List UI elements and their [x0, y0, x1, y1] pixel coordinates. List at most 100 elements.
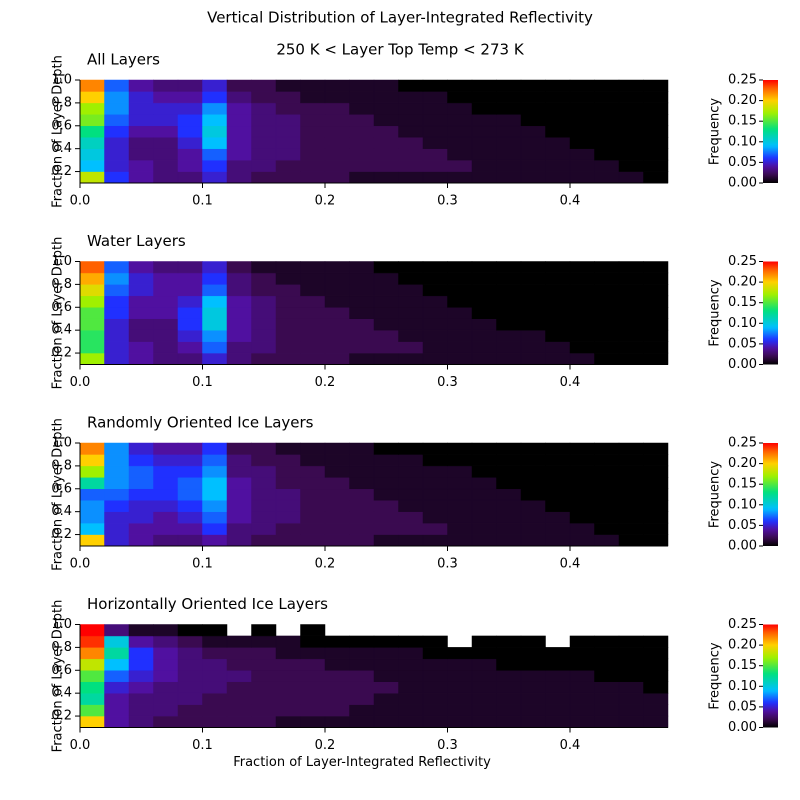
heatmap-cell — [545, 681, 571, 694]
y-tick-label: 0.6 — [51, 300, 72, 315]
heatmap-cell — [569, 670, 595, 682]
heatmap-cell — [594, 454, 620, 467]
heatmap-cell — [398, 488, 424, 501]
heatmap-cell — [373, 159, 399, 172]
heatmap-cell — [545, 658, 571, 671]
heatmap-cell — [618, 341, 644, 354]
heatmap-cell — [447, 352, 473, 365]
colorbar-tick-label: 0.15 — [728, 295, 757, 310]
heatmap-cell — [373, 136, 399, 149]
heatmap-cell — [104, 261, 130, 274]
heatmap-cell — [300, 670, 326, 682]
heatmap-cell — [128, 522, 154, 535]
heatmap-cell — [128, 534, 154, 547]
heatmap-cell — [594, 511, 620, 524]
heatmap-cell — [300, 91, 326, 104]
colorbar-label: Frequency — [708, 461, 723, 528]
heatmap-cell — [496, 511, 522, 524]
heatmap-cell — [79, 511, 105, 524]
heatmap-cell — [422, 511, 448, 524]
heatmap-cell — [447, 148, 473, 161]
heatmap-cell — [618, 647, 644, 660]
colorbar-tick-label: 0.15 — [728, 114, 757, 129]
heatmap-cell — [471, 171, 497, 184]
heatmap-cell — [373, 341, 399, 354]
heatmap-cell — [471, 114, 497, 127]
y-tick-label: 0.8 — [51, 95, 72, 110]
heatmap-cell — [594, 704, 620, 717]
heatmap-cell — [324, 522, 350, 535]
heatmap-cell — [569, 454, 595, 467]
heatmap-cell — [104, 114, 130, 127]
heatmap-cell — [226, 511, 252, 524]
heatmap-cell — [251, 442, 277, 455]
heatmap-cell — [618, 477, 644, 490]
heatmap-cell — [422, 715, 448, 728]
heatmap-cell — [471, 318, 497, 331]
heatmap-cell — [496, 125, 522, 138]
heatmap-cell — [324, 159, 350, 172]
heatmap-cell — [373, 658, 399, 671]
heatmap-cell — [520, 692, 546, 705]
heatmap-cell — [569, 681, 595, 694]
heatmap-cell — [251, 624, 277, 637]
heatmap-cell — [324, 534, 350, 547]
heatmap-cell — [422, 307, 448, 319]
heatmap-cell — [496, 635, 522, 648]
colorbar-tick-label: 0.10 — [728, 679, 757, 694]
y-tick-label: 0.8 — [51, 458, 72, 473]
heatmap-cell — [79, 102, 105, 115]
heatmap-cell — [569, 499, 595, 512]
x-tick-label: 0.1 — [192, 557, 213, 572]
heatmap-cell — [104, 284, 130, 297]
heatmap-cell — [128, 91, 154, 104]
heatmap-cell — [422, 352, 448, 365]
heatmap-cell — [618, 522, 644, 535]
heatmap-cell — [226, 148, 252, 161]
heatmap-cell — [202, 681, 228, 694]
heatmap-cell — [275, 91, 301, 104]
heatmap-cell — [447, 522, 473, 535]
heatmap-cell — [275, 499, 301, 512]
heatmap-cell — [177, 624, 203, 637]
colorbar-label: Frequency — [708, 642, 723, 709]
heatmap-cell — [618, 159, 644, 172]
heatmap-cell — [398, 522, 424, 535]
heatmap-cell — [349, 136, 375, 149]
heatmap-cell — [275, 681, 301, 694]
colorbar-tick-label: 0.25 — [728, 73, 757, 88]
heatmap-cell — [618, 635, 644, 648]
heatmap-cell — [275, 171, 301, 184]
heatmap-cell — [447, 79, 473, 92]
heatmap-cell — [349, 715, 375, 728]
colorbar-tick-label: 0.00 — [728, 357, 757, 372]
heatmap-cell — [545, 261, 571, 274]
heatmap-cell — [128, 261, 154, 274]
colorbar-tick-label: 0.15 — [728, 477, 757, 492]
heatmap-cell — [251, 318, 277, 331]
heatmap-cell — [79, 272, 105, 285]
heatmap-cell — [520, 704, 546, 717]
heatmap-cell — [594, 136, 620, 149]
heatmap-cell — [79, 114, 105, 127]
heatmap-cell — [422, 522, 448, 535]
heatmap-cell — [545, 114, 571, 127]
heatmap-cell — [128, 715, 154, 728]
heatmap-cell — [496, 477, 522, 490]
heatmap-cell — [643, 454, 669, 467]
heatmap-cell — [300, 136, 326, 149]
heatmap-cell — [643, 341, 669, 354]
heatmap-cell — [275, 635, 301, 648]
heatmap-cell — [447, 692, 473, 705]
heatmap-cell — [447, 171, 473, 184]
heatmap-cell — [226, 352, 252, 365]
heatmap-cell — [447, 329, 473, 342]
heatmap-cell — [496, 102, 522, 115]
heatmap-cell — [545, 284, 571, 297]
heatmap-cell — [324, 102, 350, 115]
heatmap-cell — [349, 284, 375, 297]
heatmap-cell — [373, 681, 399, 694]
heatmap-cell — [422, 318, 448, 331]
heatmap-cell — [618, 692, 644, 705]
heatmap-cell — [226, 442, 252, 455]
